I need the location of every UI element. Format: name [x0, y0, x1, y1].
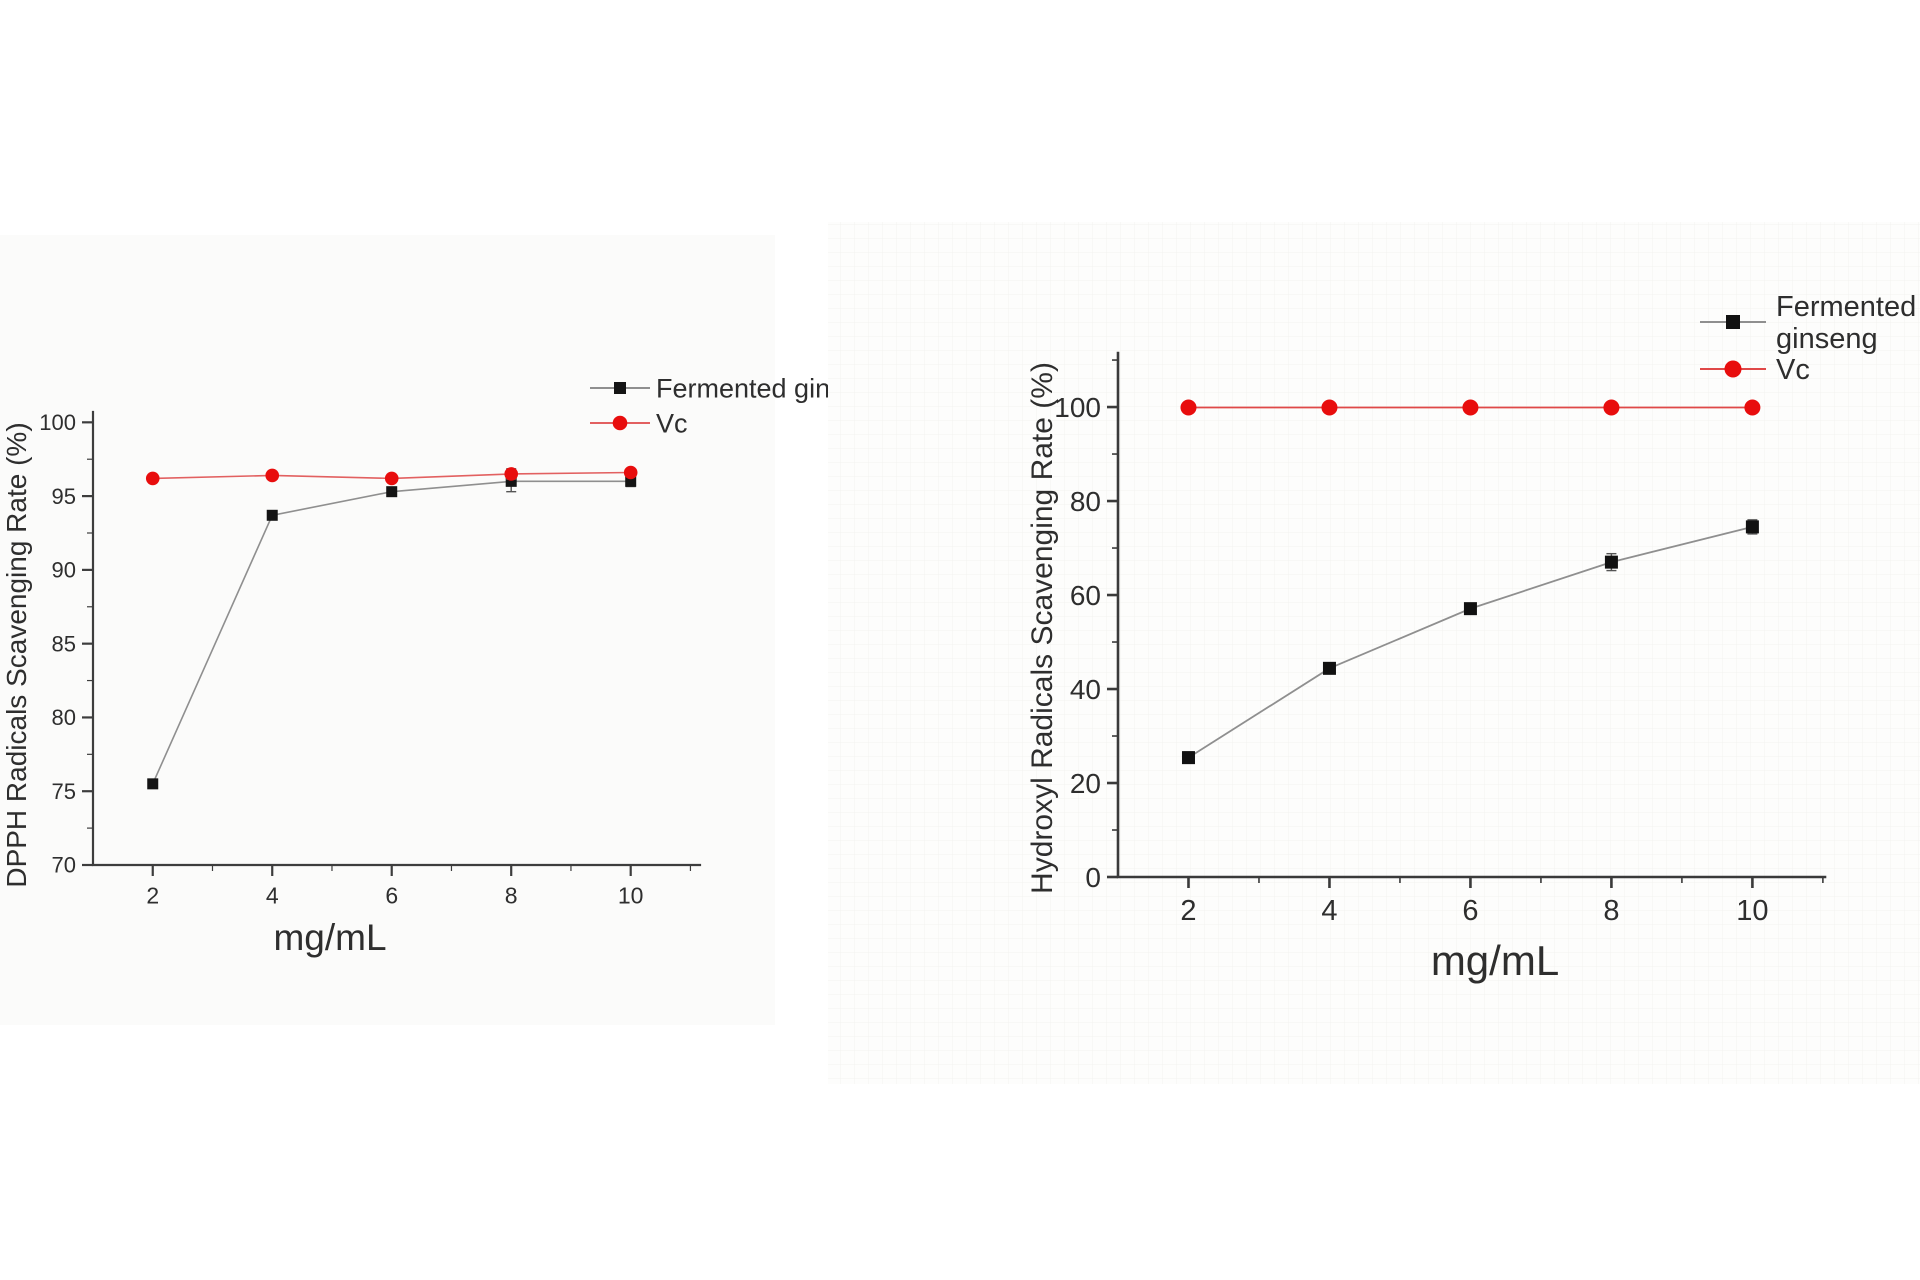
y-tick-label: 80	[52, 705, 76, 730]
square-marker	[1322, 661, 1336, 675]
legend-label: ginseng	[1776, 323, 1878, 355]
square-marker	[1463, 602, 1477, 616]
series-vc	[145, 465, 638, 486]
square-marker	[1604, 555, 1618, 569]
legend-square-marker	[1726, 315, 1740, 329]
legend-label: Vc	[1776, 354, 1810, 386]
square-marker	[1181, 751, 1195, 765]
y-axis-title: Hydroxyl Radicals Scavenging Rate (%)	[1026, 362, 1059, 894]
series-fermented-ginseng	[1181, 519, 1759, 765]
x-axis-title: mg/mL	[1431, 937, 1559, 984]
series-vc	[1180, 399, 1761, 416]
x-tick-label: 10	[618, 883, 644, 909]
circle-marker	[1321, 399, 1338, 416]
y-tick-label: 70	[52, 853, 76, 878]
square-marker	[147, 778, 159, 790]
y-axis-title: DPPH Radicals Scavenging Rate (%)	[1, 422, 32, 887]
y-tick-label: 100	[1054, 392, 1101, 423]
legend-circle-marker	[612, 415, 628, 431]
panel-grid-texture	[828, 222, 1920, 1084]
circle-marker	[623, 465, 638, 480]
circle-marker	[384, 471, 399, 486]
x-tick-label: 6	[1462, 895, 1478, 927]
square-marker	[625, 475, 637, 487]
square-marker	[1745, 520, 1759, 534]
circle-marker	[265, 468, 280, 483]
legend-square-marker	[614, 382, 626, 394]
y-tick-label: 90	[52, 558, 76, 583]
x-tick-label: 4	[1321, 895, 1337, 927]
y-tick-label: 100	[39, 410, 76, 435]
circle-marker	[1462, 399, 1479, 416]
y-tick-label: 75	[52, 779, 76, 804]
circle-marker	[145, 471, 160, 486]
x-tick-label: 8	[1603, 895, 1619, 927]
legend-label: Fermented	[1776, 291, 1916, 323]
panel-background	[0, 235, 775, 1025]
x-axis-title: mg/mL	[273, 917, 386, 958]
square-marker	[266, 509, 278, 521]
square-marker	[386, 486, 398, 498]
y-tick-label: 85	[52, 631, 76, 656]
y-tick-label: 20	[1070, 768, 1101, 799]
circle-marker	[1180, 399, 1197, 416]
x-tick-label: 2	[1180, 895, 1196, 927]
x-tick-label: 6	[385, 883, 398, 909]
circle-marker	[1744, 399, 1761, 416]
dpph-chart: 70 75 80 85 90 95 100 2 4 6 8 10 mg/mL DPPH Radicals …	[0, 235, 889, 1025]
hydroxyl-chart: 0 20 40 60 80 100 2 4 6 8 10 mg/mL Hydroxyl Radicals…	[828, 222, 1920, 1084]
x-tick-label: 2	[146, 883, 159, 909]
y-tick-label: 80	[1070, 486, 1101, 517]
y-tick-label: 40	[1070, 674, 1101, 705]
x-tick-label: 8	[505, 883, 518, 909]
legend-label: Vc	[656, 408, 688, 438]
y-tick-label: 95	[52, 484, 76, 509]
circle-marker	[1603, 399, 1620, 416]
square-marker	[505, 475, 517, 487]
x-tick-label: 4	[266, 883, 279, 909]
legend-circle-marker	[1724, 360, 1742, 378]
y-tick-label: 60	[1070, 580, 1101, 611]
circle-marker	[504, 467, 519, 481]
x-tick-label: 10	[1736, 895, 1768, 927]
y-tick-label: 0	[1085, 862, 1101, 893]
